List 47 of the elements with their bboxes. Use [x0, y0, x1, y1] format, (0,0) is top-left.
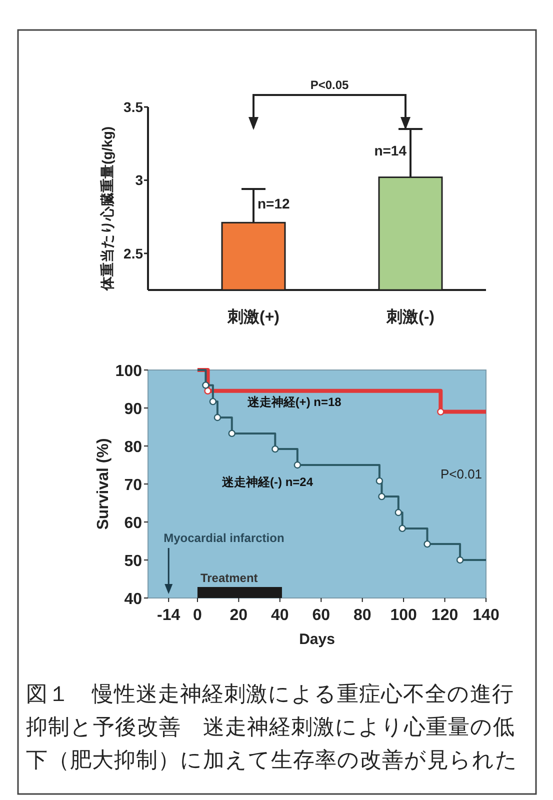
y-tick-label: 100	[115, 363, 142, 380]
y-tick-label: 80	[124, 439, 142, 456]
annotation: n=12	[258, 196, 290, 212]
x-tick-label: 60	[312, 607, 330, 624]
point	[437, 408, 444, 416]
point	[228, 430, 236, 438]
y-axis-title: 体重当たり心臓重量(g/kg)	[99, 126, 115, 292]
y-tick-label: 90	[124, 401, 142, 418]
point	[378, 492, 386, 500]
x-tick-label: 刺激(-)	[386, 308, 434, 326]
caption: 図１ 慢性迷走神経刺激による重症心不全の進行抑制と予後改善 迷走神経刺激により心重量の低下（肥大抑制）に加えて生存率の改善が見られた	[26, 681, 519, 775]
ref-line-label: Myocardial infarction	[164, 531, 284, 545]
series-label: 迷走神経(+) n=18	[246, 395, 342, 410]
point	[424, 540, 431, 548]
point	[294, 461, 302, 469]
point	[204, 387, 212, 394]
annotation: P<0.01	[440, 466, 482, 482]
y-tick-label: 50	[124, 553, 142, 570]
x-tick-label: 刺激(+)	[226, 308, 280, 326]
y-axis-title: Survival (%)	[95, 438, 112, 530]
x-tick-label: 120	[431, 607, 458, 624]
x-tick-label: -14	[157, 607, 180, 624]
x-tick-label: 80	[353, 607, 372, 624]
y-tick-label: 60	[124, 515, 142, 532]
point	[394, 508, 402, 516]
point	[209, 398, 217, 406]
point	[202, 382, 210, 389]
point	[376, 477, 384, 485]
annotation: n=14	[374, 142, 407, 158]
y-tick-label: 2.5	[124, 245, 144, 262]
x-tick-label: 140	[472, 607, 500, 624]
x-tick-label: 40	[271, 607, 289, 624]
series-label: 迷走神経(-) n=24	[221, 474, 314, 489]
point	[214, 414, 222, 422]
text: P<0.05	[310, 78, 350, 92]
x-axis-title: Days	[299, 631, 335, 648]
point	[456, 556, 464, 564]
point	[398, 524, 406, 532]
point	[272, 445, 279, 453]
x-tick-label: 0	[193, 607, 202, 624]
band-label: Treatment	[200, 571, 258, 585]
y-tick-label: 3	[135, 172, 144, 188]
y-tick-label: 70	[124, 477, 142, 494]
y-tick-label: 40	[124, 591, 142, 608]
y-tick-label: 3.5	[124, 99, 144, 115]
x-tick-label: 20	[230, 607, 248, 624]
x-tick-label: 100	[390, 607, 418, 624]
